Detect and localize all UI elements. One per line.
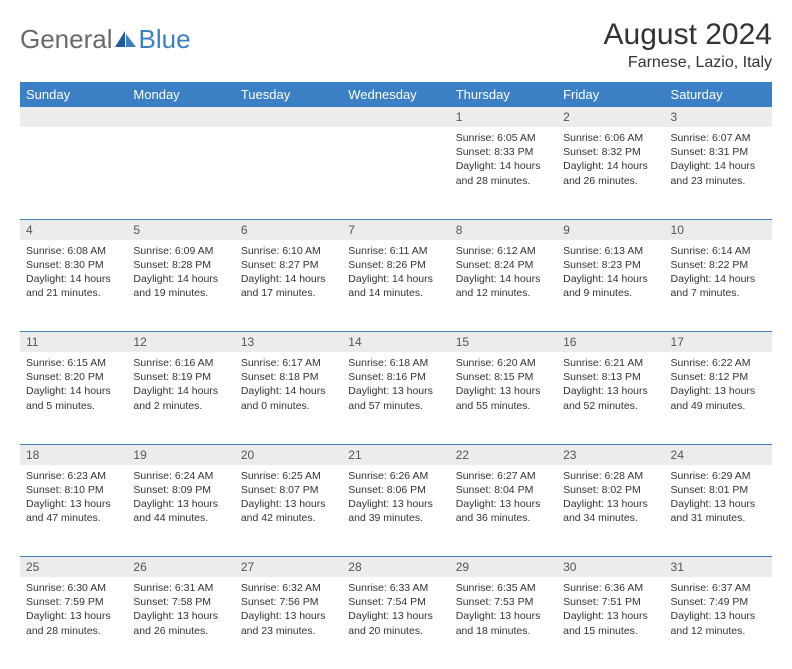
day-cell: Sunrise: 6:37 AM Sunset: 7:49 PM Dayligh… — [665, 577, 772, 669]
day-cell: Sunrise: 6:30 AM Sunset: 7:59 PM Dayligh… — [20, 577, 127, 669]
day-cell: Sunrise: 6:13 AM Sunset: 8:23 PM Dayligh… — [557, 240, 664, 332]
day-cell: Sunrise: 6:11 AM Sunset: 8:26 PM Dayligh… — [342, 240, 449, 332]
day-number-row: 11121314151617 — [20, 332, 772, 353]
day-cell: Sunrise: 6:35 AM Sunset: 7:53 PM Dayligh… — [450, 577, 557, 669]
title-block: August 2024 Farnese, Lazio, Italy — [604, 18, 772, 72]
day-cell: Sunrise: 6:29 AM Sunset: 8:01 PM Dayligh… — [665, 465, 772, 557]
day-number: 4 — [20, 219, 127, 240]
day-content-row: Sunrise: 6:08 AM Sunset: 8:30 PM Dayligh… — [20, 240, 772, 332]
day-cell: Sunrise: 6:23 AM Sunset: 8:10 PM Dayligh… — [20, 465, 127, 557]
day-number — [342, 107, 449, 127]
day-header: Wednesday — [342, 82, 449, 107]
day-number: 14 — [342, 332, 449, 353]
month-title: August 2024 — [604, 18, 772, 52]
day-number-row: 45678910 — [20, 219, 772, 240]
day-number: 3 — [665, 107, 772, 127]
day-number: 30 — [557, 557, 664, 578]
day-cell: Sunrise: 6:12 AM Sunset: 8:24 PM Dayligh… — [450, 240, 557, 332]
day-number: 22 — [450, 444, 557, 465]
day-cell: Sunrise: 6:21 AM Sunset: 8:13 PM Dayligh… — [557, 352, 664, 444]
day-cell: Sunrise: 6:06 AM Sunset: 8:32 PM Dayligh… — [557, 127, 664, 219]
day-content-row: Sunrise: 6:05 AM Sunset: 8:33 PM Dayligh… — [20, 127, 772, 219]
day-cell: Sunrise: 6:36 AM Sunset: 7:51 PM Dayligh… — [557, 577, 664, 669]
day-cell — [127, 127, 234, 219]
day-number: 16 — [557, 332, 664, 353]
day-cell: Sunrise: 6:33 AM Sunset: 7:54 PM Dayligh… — [342, 577, 449, 669]
day-number: 10 — [665, 219, 772, 240]
day-cell: Sunrise: 6:31 AM Sunset: 7:58 PM Dayligh… — [127, 577, 234, 669]
day-cell: Sunrise: 6:26 AM Sunset: 8:06 PM Dayligh… — [342, 465, 449, 557]
day-cell — [342, 127, 449, 219]
day-number: 12 — [127, 332, 234, 353]
day-cell: Sunrise: 6:15 AM Sunset: 8:20 PM Dayligh… — [20, 352, 127, 444]
day-cell: Sunrise: 6:18 AM Sunset: 8:16 PM Dayligh… — [342, 352, 449, 444]
day-cell: Sunrise: 6:08 AM Sunset: 8:30 PM Dayligh… — [20, 240, 127, 332]
day-number: 28 — [342, 557, 449, 578]
day-content-row: Sunrise: 6:23 AM Sunset: 8:10 PM Dayligh… — [20, 465, 772, 557]
day-cell — [235, 127, 342, 219]
day-number — [235, 107, 342, 127]
day-number: 5 — [127, 219, 234, 240]
day-header: Thursday — [450, 82, 557, 107]
day-number: 20 — [235, 444, 342, 465]
day-number: 21 — [342, 444, 449, 465]
day-cell: Sunrise: 6:17 AM Sunset: 8:18 PM Dayligh… — [235, 352, 342, 444]
day-header: Friday — [557, 82, 664, 107]
location: Farnese, Lazio, Italy — [604, 54, 772, 72]
logo-text-blue: Blue — [139, 24, 191, 55]
day-cell: Sunrise: 6:22 AM Sunset: 8:12 PM Dayligh… — [665, 352, 772, 444]
day-number-row: 18192021222324 — [20, 444, 772, 465]
day-cell: Sunrise: 6:09 AM Sunset: 8:28 PM Dayligh… — [127, 240, 234, 332]
sail-icon — [115, 31, 137, 49]
day-number: 1 — [450, 107, 557, 127]
day-number: 15 — [450, 332, 557, 353]
day-header: Sunday — [20, 82, 127, 107]
day-number: 18 — [20, 444, 127, 465]
day-cell: Sunrise: 6:07 AM Sunset: 8:31 PM Dayligh… — [665, 127, 772, 219]
day-cell: Sunrise: 6:27 AM Sunset: 8:04 PM Dayligh… — [450, 465, 557, 557]
logo: General Blue — [20, 18, 191, 55]
day-number-row: 123 — [20, 107, 772, 127]
day-header: Saturday — [665, 82, 772, 107]
day-header: Monday — [127, 82, 234, 107]
day-cell: Sunrise: 6:25 AM Sunset: 8:07 PM Dayligh… — [235, 465, 342, 557]
day-number: 9 — [557, 219, 664, 240]
day-header-row: Sunday Monday Tuesday Wednesday Thursday… — [20, 82, 772, 107]
day-cell: Sunrise: 6:10 AM Sunset: 8:27 PM Dayligh… — [235, 240, 342, 332]
day-number — [20, 107, 127, 127]
day-cell: Sunrise: 6:32 AM Sunset: 7:56 PM Dayligh… — [235, 577, 342, 669]
day-number: 8 — [450, 219, 557, 240]
day-number: 23 — [557, 444, 664, 465]
day-cell: Sunrise: 6:05 AM Sunset: 8:33 PM Dayligh… — [450, 127, 557, 219]
day-cell: Sunrise: 6:14 AM Sunset: 8:22 PM Dayligh… — [665, 240, 772, 332]
day-cell: Sunrise: 6:20 AM Sunset: 8:15 PM Dayligh… — [450, 352, 557, 444]
day-number: 11 — [20, 332, 127, 353]
header: General Blue August 2024 Farnese, Lazio,… — [20, 18, 772, 72]
calendar-table: Sunday Monday Tuesday Wednesday Thursday… — [20, 82, 772, 669]
day-content-row: Sunrise: 6:30 AM Sunset: 7:59 PM Dayligh… — [20, 577, 772, 669]
day-cell: Sunrise: 6:16 AM Sunset: 8:19 PM Dayligh… — [127, 352, 234, 444]
day-number: 17 — [665, 332, 772, 353]
day-cell: Sunrise: 6:24 AM Sunset: 8:09 PM Dayligh… — [127, 465, 234, 557]
day-number-row: 25262728293031 — [20, 557, 772, 578]
day-header: Tuesday — [235, 82, 342, 107]
day-number: 19 — [127, 444, 234, 465]
day-number: 25 — [20, 557, 127, 578]
day-number: 7 — [342, 219, 449, 240]
day-number: 26 — [127, 557, 234, 578]
day-number: 31 — [665, 557, 772, 578]
logo-text-general: General — [20, 24, 113, 55]
day-number: 6 — [235, 219, 342, 240]
day-number: 13 — [235, 332, 342, 353]
day-number: 2 — [557, 107, 664, 127]
day-cell — [20, 127, 127, 219]
day-number: 27 — [235, 557, 342, 578]
day-content-row: Sunrise: 6:15 AM Sunset: 8:20 PM Dayligh… — [20, 352, 772, 444]
day-number: 24 — [665, 444, 772, 465]
day-number: 29 — [450, 557, 557, 578]
day-number — [127, 107, 234, 127]
day-cell: Sunrise: 6:28 AM Sunset: 8:02 PM Dayligh… — [557, 465, 664, 557]
